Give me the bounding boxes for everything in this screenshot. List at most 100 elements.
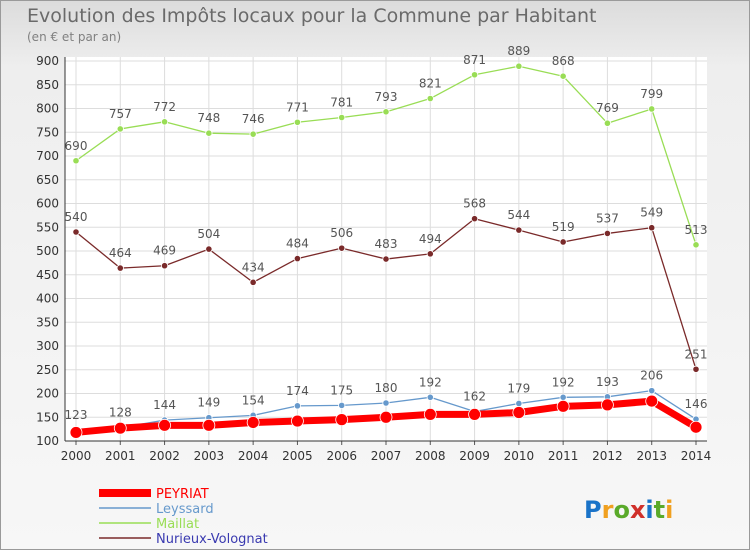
data-label: 871 (463, 53, 486, 67)
data-point (559, 72, 567, 80)
data-label: 179 (507, 381, 530, 395)
x-tick-label: 2004 (238, 449, 269, 463)
data-point (689, 420, 703, 434)
data-point (160, 262, 169, 270)
data-point (205, 245, 213, 253)
data-label: 769 (596, 101, 619, 115)
data-point (382, 108, 390, 116)
data-point (246, 416, 260, 429)
legend-label: Leyssard (156, 502, 214, 517)
data-point (556, 399, 570, 413)
data-point (205, 129, 213, 137)
data-point (291, 414, 304, 428)
data-label: 757 (109, 107, 132, 121)
y-tick-label: 200 (36, 387, 59, 401)
data-label: 544 (507, 208, 530, 222)
data-label: 149 (197, 396, 220, 410)
data-point (382, 399, 390, 407)
data-label: 690 (65, 139, 88, 153)
y-tick-label: 650 (36, 173, 59, 187)
data-label: 162 (463, 390, 486, 404)
data-point (515, 62, 523, 70)
y-tick-label: 350 (36, 315, 59, 329)
data-label: 128 (109, 406, 132, 420)
data-label: 772 (153, 100, 176, 114)
proxiti-logo: Proxiti (584, 496, 673, 524)
data-point (293, 118, 302, 126)
data-point (293, 402, 302, 410)
data-label: 434 (242, 260, 265, 274)
data-label: 146 (685, 397, 708, 411)
data-point (692, 241, 700, 249)
data-point (338, 244, 346, 252)
data-point (470, 71, 479, 79)
data-label: 175 (330, 383, 353, 397)
data-point (116, 125, 124, 133)
data-point (468, 407, 481, 421)
data-point (72, 157, 80, 165)
data-point (645, 394, 659, 408)
data-point (423, 407, 437, 421)
data-point (512, 406, 526, 419)
data-label: 868 (552, 54, 575, 68)
data-point (648, 105, 656, 113)
data-point (249, 278, 257, 286)
data-point (559, 393, 567, 401)
y-tick-label: 400 (36, 292, 59, 306)
data-point (515, 399, 523, 408)
y-tick-label: 750 (36, 125, 59, 139)
data-label: 540 (65, 210, 88, 224)
data-point (293, 255, 302, 263)
legend-label: Nurieux-Volognat (156, 532, 268, 547)
y-tick-label: 800 (36, 102, 59, 116)
data-point (692, 365, 700, 373)
data-label: 251 (685, 347, 708, 361)
data-label: 192 (419, 375, 442, 389)
data-point (559, 238, 567, 246)
legend-label: Maillat (156, 517, 199, 532)
data-point (69, 426, 83, 439)
data-point (72, 228, 80, 236)
data-point (426, 94, 434, 103)
data-label: 537 (596, 211, 619, 225)
data-point (601, 398, 614, 412)
x-tick-label: 2014 (681, 449, 712, 463)
x-tick-label: 2010 (504, 449, 535, 463)
y-tick-label: 700 (36, 149, 59, 163)
data-label: 771 (286, 100, 309, 114)
data-label: 483 (375, 237, 398, 251)
data-label: 180 (375, 381, 398, 395)
y-tick-label: 150 (36, 410, 59, 424)
data-label: 504 (197, 227, 220, 241)
data-point (470, 215, 479, 223)
x-tick-label: 2002 (149, 449, 180, 463)
data-label: 748 (197, 111, 220, 125)
data-label: 464 (109, 246, 132, 260)
data-label: 889 (507, 44, 530, 58)
data-label: 469 (153, 244, 176, 258)
x-tick-label: 2012 (592, 449, 623, 463)
chart-title: Evolution des Impôts locaux pour la Comm… (27, 5, 597, 27)
y-tick-label: 850 (36, 78, 59, 92)
y-tick-label: 550 (36, 220, 59, 234)
data-label: 746 (242, 112, 265, 126)
data-label: 506 (330, 226, 353, 240)
x-tick-label: 2011 (548, 449, 579, 463)
data-label: 484 (286, 237, 309, 251)
chart-subtitle: (en € et par an) (27, 30, 122, 44)
data-point (648, 387, 656, 395)
y-tick-label: 900 (36, 54, 59, 68)
data-label: 513 (685, 223, 708, 237)
data-point (382, 255, 390, 263)
data-point (515, 226, 523, 234)
x-tick-label: 2007 (371, 449, 402, 463)
x-tick-label: 2013 (636, 449, 667, 463)
x-tick-label: 2000 (61, 449, 92, 463)
y-tick-label: 600 (36, 197, 59, 211)
data-point (648, 224, 656, 232)
data-label: 206 (640, 369, 663, 383)
data-label: 154 (242, 393, 265, 407)
data-point (335, 413, 349, 427)
